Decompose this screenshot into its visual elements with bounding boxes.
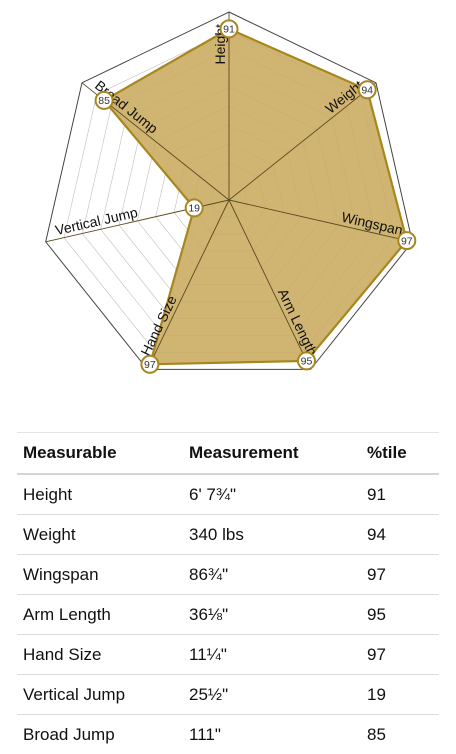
value-label: 97 [144, 359, 156, 371]
header-measurement: Measurement [183, 433, 361, 475]
row-measurement: 6' 7¾" [183, 474, 361, 515]
table-row: Hand Size 11¼" 97 [17, 635, 439, 675]
row-measurement: 111" [183, 715, 361, 754]
row-measurable: Broad Jump [17, 715, 183, 754]
value-label: 91 [223, 24, 235, 36]
table-row: Weight 340 lbs 94 [17, 515, 439, 555]
value-label: 94 [361, 85, 373, 97]
value-label: 97 [401, 235, 413, 247]
axis-label: Vertical Jump [54, 204, 140, 238]
row-percentile: 94 [361, 515, 439, 555]
row-measurable: Hand Size [17, 635, 183, 675]
table-row: Vertical Jump 25½" 19 [17, 675, 439, 715]
table-row: Arm Length 36⅛" 95 [17, 595, 439, 635]
row-percentile: 19 [361, 675, 439, 715]
measurables-table: Measurable Measurement %tile Height 6' 7… [17, 432, 439, 754]
row-measurable: Wingspan [17, 555, 183, 595]
row-measurement: 25½" [183, 675, 361, 715]
row-percentile: 95 [361, 595, 439, 635]
table-row: Broad Jump 111" 85 [17, 715, 439, 754]
row-percentile: 85 [361, 715, 439, 754]
row-measurement: 11¼" [183, 635, 361, 675]
table-row: Wingspan 86¾" 97 [17, 555, 439, 595]
row-measurement: 86¾" [183, 555, 361, 595]
row-measurable: Weight [17, 515, 183, 555]
row-measurable: Height [17, 474, 183, 515]
row-measurement: 340 lbs [183, 515, 361, 555]
row-measurable: Arm Length [17, 595, 183, 635]
row-percentile: 91 [361, 474, 439, 515]
value-label: 95 [301, 356, 313, 368]
table-row: Height 6' 7¾" 91 [17, 474, 439, 515]
value-label: 85 [98, 95, 110, 107]
header-measurable: Measurable [17, 433, 183, 475]
value-label: 19 [188, 203, 200, 215]
row-measurable: Vertical Jump [17, 675, 183, 715]
header-percentile: %tile [361, 433, 439, 475]
table-header-row: Measurable Measurement %tile [17, 433, 439, 475]
row-measurement: 36⅛" [183, 595, 361, 635]
row-percentile: 97 [361, 555, 439, 595]
row-percentile: 97 [361, 635, 439, 675]
data-area [104, 29, 407, 364]
